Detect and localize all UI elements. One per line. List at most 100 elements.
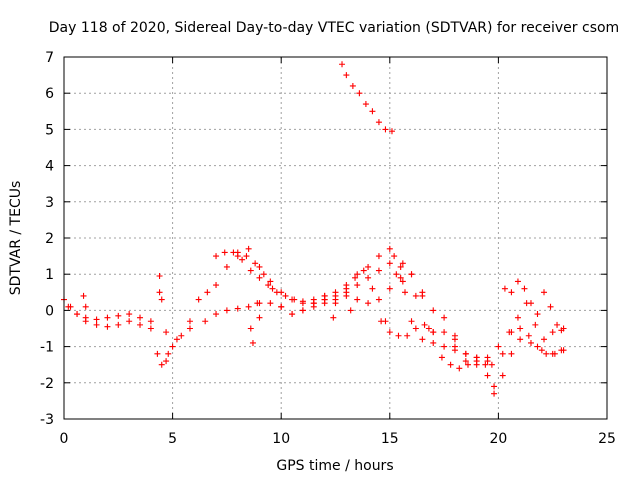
- data-point-track-f: [541, 289, 548, 296]
- data-point-track-d: [278, 289, 285, 296]
- data-point-track-a: [538, 347, 545, 354]
- data-point-scattered: [330, 314, 337, 321]
- data-point-track-c: [430, 339, 437, 346]
- data-point-track-a: [375, 296, 382, 303]
- y-tick-label: -1: [40, 340, 54, 356]
- data-point-track-c: [332, 292, 339, 299]
- y-tick-label: 4: [45, 159, 54, 175]
- data-point-track-b: [278, 303, 285, 310]
- data-point-track-c: [464, 361, 471, 368]
- data-point-scattered: [247, 325, 254, 332]
- data-point-track-d: [549, 329, 556, 336]
- data-point-track-a: [245, 303, 252, 310]
- data-point-track-e: [356, 90, 363, 97]
- data-point-track-b: [82, 314, 89, 321]
- data-point-track-c: [395, 332, 402, 339]
- data-point-track-d: [451, 347, 458, 354]
- data-point-track-b: [74, 311, 81, 318]
- data-point-track-d: [343, 289, 350, 296]
- x-tick-label: 5: [168, 431, 177, 447]
- data-point-track-b: [93, 316, 100, 323]
- data-point-track-c: [447, 361, 454, 368]
- data-point-track-b: [126, 311, 133, 318]
- data-point-track-b: [115, 312, 122, 319]
- data-point-track-d: [354, 282, 361, 289]
- data-point-track-d: [419, 292, 426, 299]
- data-point-track-b: [204, 289, 211, 296]
- data-point-track-c: [534, 343, 541, 350]
- data-point-track-c: [386, 329, 393, 336]
- y-tick-label: 1: [45, 267, 54, 283]
- data-point-track-c: [369, 285, 376, 292]
- y-tick-label: -2: [40, 376, 54, 392]
- data-point-track-a: [386, 285, 393, 292]
- data-point-scattered: [412, 292, 419, 299]
- data-point-track-a: [223, 307, 230, 314]
- data-point-track-a: [126, 318, 133, 325]
- data-point-track-a: [186, 325, 193, 332]
- data-point-track-d: [484, 358, 491, 365]
- x-tick-label: 15: [381, 431, 399, 447]
- data-point-track-c: [421, 321, 428, 328]
- data-point-track-b: [163, 329, 170, 336]
- data-point-track-d: [541, 336, 548, 343]
- data-point-scattered: [425, 325, 432, 332]
- data-point-track-a: [93, 321, 100, 328]
- data-point-track-b: [375, 253, 382, 260]
- data-point-track-b: [156, 289, 163, 296]
- data-point-track-d: [267, 278, 274, 285]
- data-point-track-c: [265, 282, 272, 289]
- data-point-track-a: [527, 339, 534, 346]
- data-point-track-c: [525, 332, 532, 339]
- y-tick-label: 7: [45, 50, 54, 66]
- data-point-track-b: [104, 314, 111, 321]
- data-point-track-a: [354, 296, 361, 303]
- data-point-track-a: [430, 307, 437, 314]
- x-axis-title: GPS time / hours: [276, 458, 393, 474]
- data-point-track-b: [441, 314, 448, 321]
- data-point-track-c: [352, 274, 359, 281]
- data-point-track-c: [282, 292, 289, 299]
- data-point-track-b: [252, 260, 259, 267]
- data-point-track-b: [186, 318, 193, 325]
- data-point-track-b: [408, 318, 415, 325]
- data-point-track-a: [499, 372, 506, 379]
- data-point-track-c: [360, 267, 367, 274]
- data-point-track-b: [260, 271, 267, 278]
- data-point-track-c: [551, 350, 558, 357]
- data-point-track-e: [362, 101, 369, 108]
- data-point-track-d: [462, 350, 469, 357]
- y-tick-label: 5: [45, 122, 54, 138]
- data-point-track-d: [386, 260, 393, 267]
- data-point-track-b: [147, 318, 154, 325]
- data-point-track-a: [399, 260, 406, 267]
- y-axis-title: SDTVAR / TECUs: [8, 181, 24, 296]
- data-point-track-c: [499, 350, 506, 357]
- data-point-scattered: [254, 300, 261, 307]
- data-point-scattered: [80, 292, 87, 299]
- y-tick-label: 6: [45, 86, 54, 102]
- data-point-track-f: [521, 285, 528, 292]
- data-point-track-b: [169, 343, 176, 350]
- plot-frame: [63, 56, 608, 420]
- y-tick-label: 0: [45, 303, 54, 319]
- data-point-track-f: [560, 325, 567, 332]
- data-point-scattered: [256, 314, 263, 321]
- data-point-track-b: [178, 332, 185, 339]
- data-point-track-d: [495, 343, 502, 350]
- data-point-scattered: [399, 278, 406, 285]
- data-point-track-b: [195, 296, 202, 303]
- data-point-track-a: [202, 318, 209, 325]
- data-point-track-f: [554, 321, 561, 328]
- data-point-track-b: [223, 263, 230, 270]
- data-point-track-d: [506, 329, 513, 336]
- data-point-track-c: [438, 354, 445, 361]
- data-point-track-b: [397, 274, 404, 281]
- y-tick-label: 3: [45, 195, 54, 211]
- data-point-track-c: [456, 365, 463, 372]
- data-point-track-c: [491, 383, 498, 390]
- data-point-track-a: [173, 336, 180, 343]
- x-tick-label: 0: [60, 431, 69, 447]
- data-point-track-c: [560, 347, 567, 354]
- data-point-scattered: [156, 273, 163, 280]
